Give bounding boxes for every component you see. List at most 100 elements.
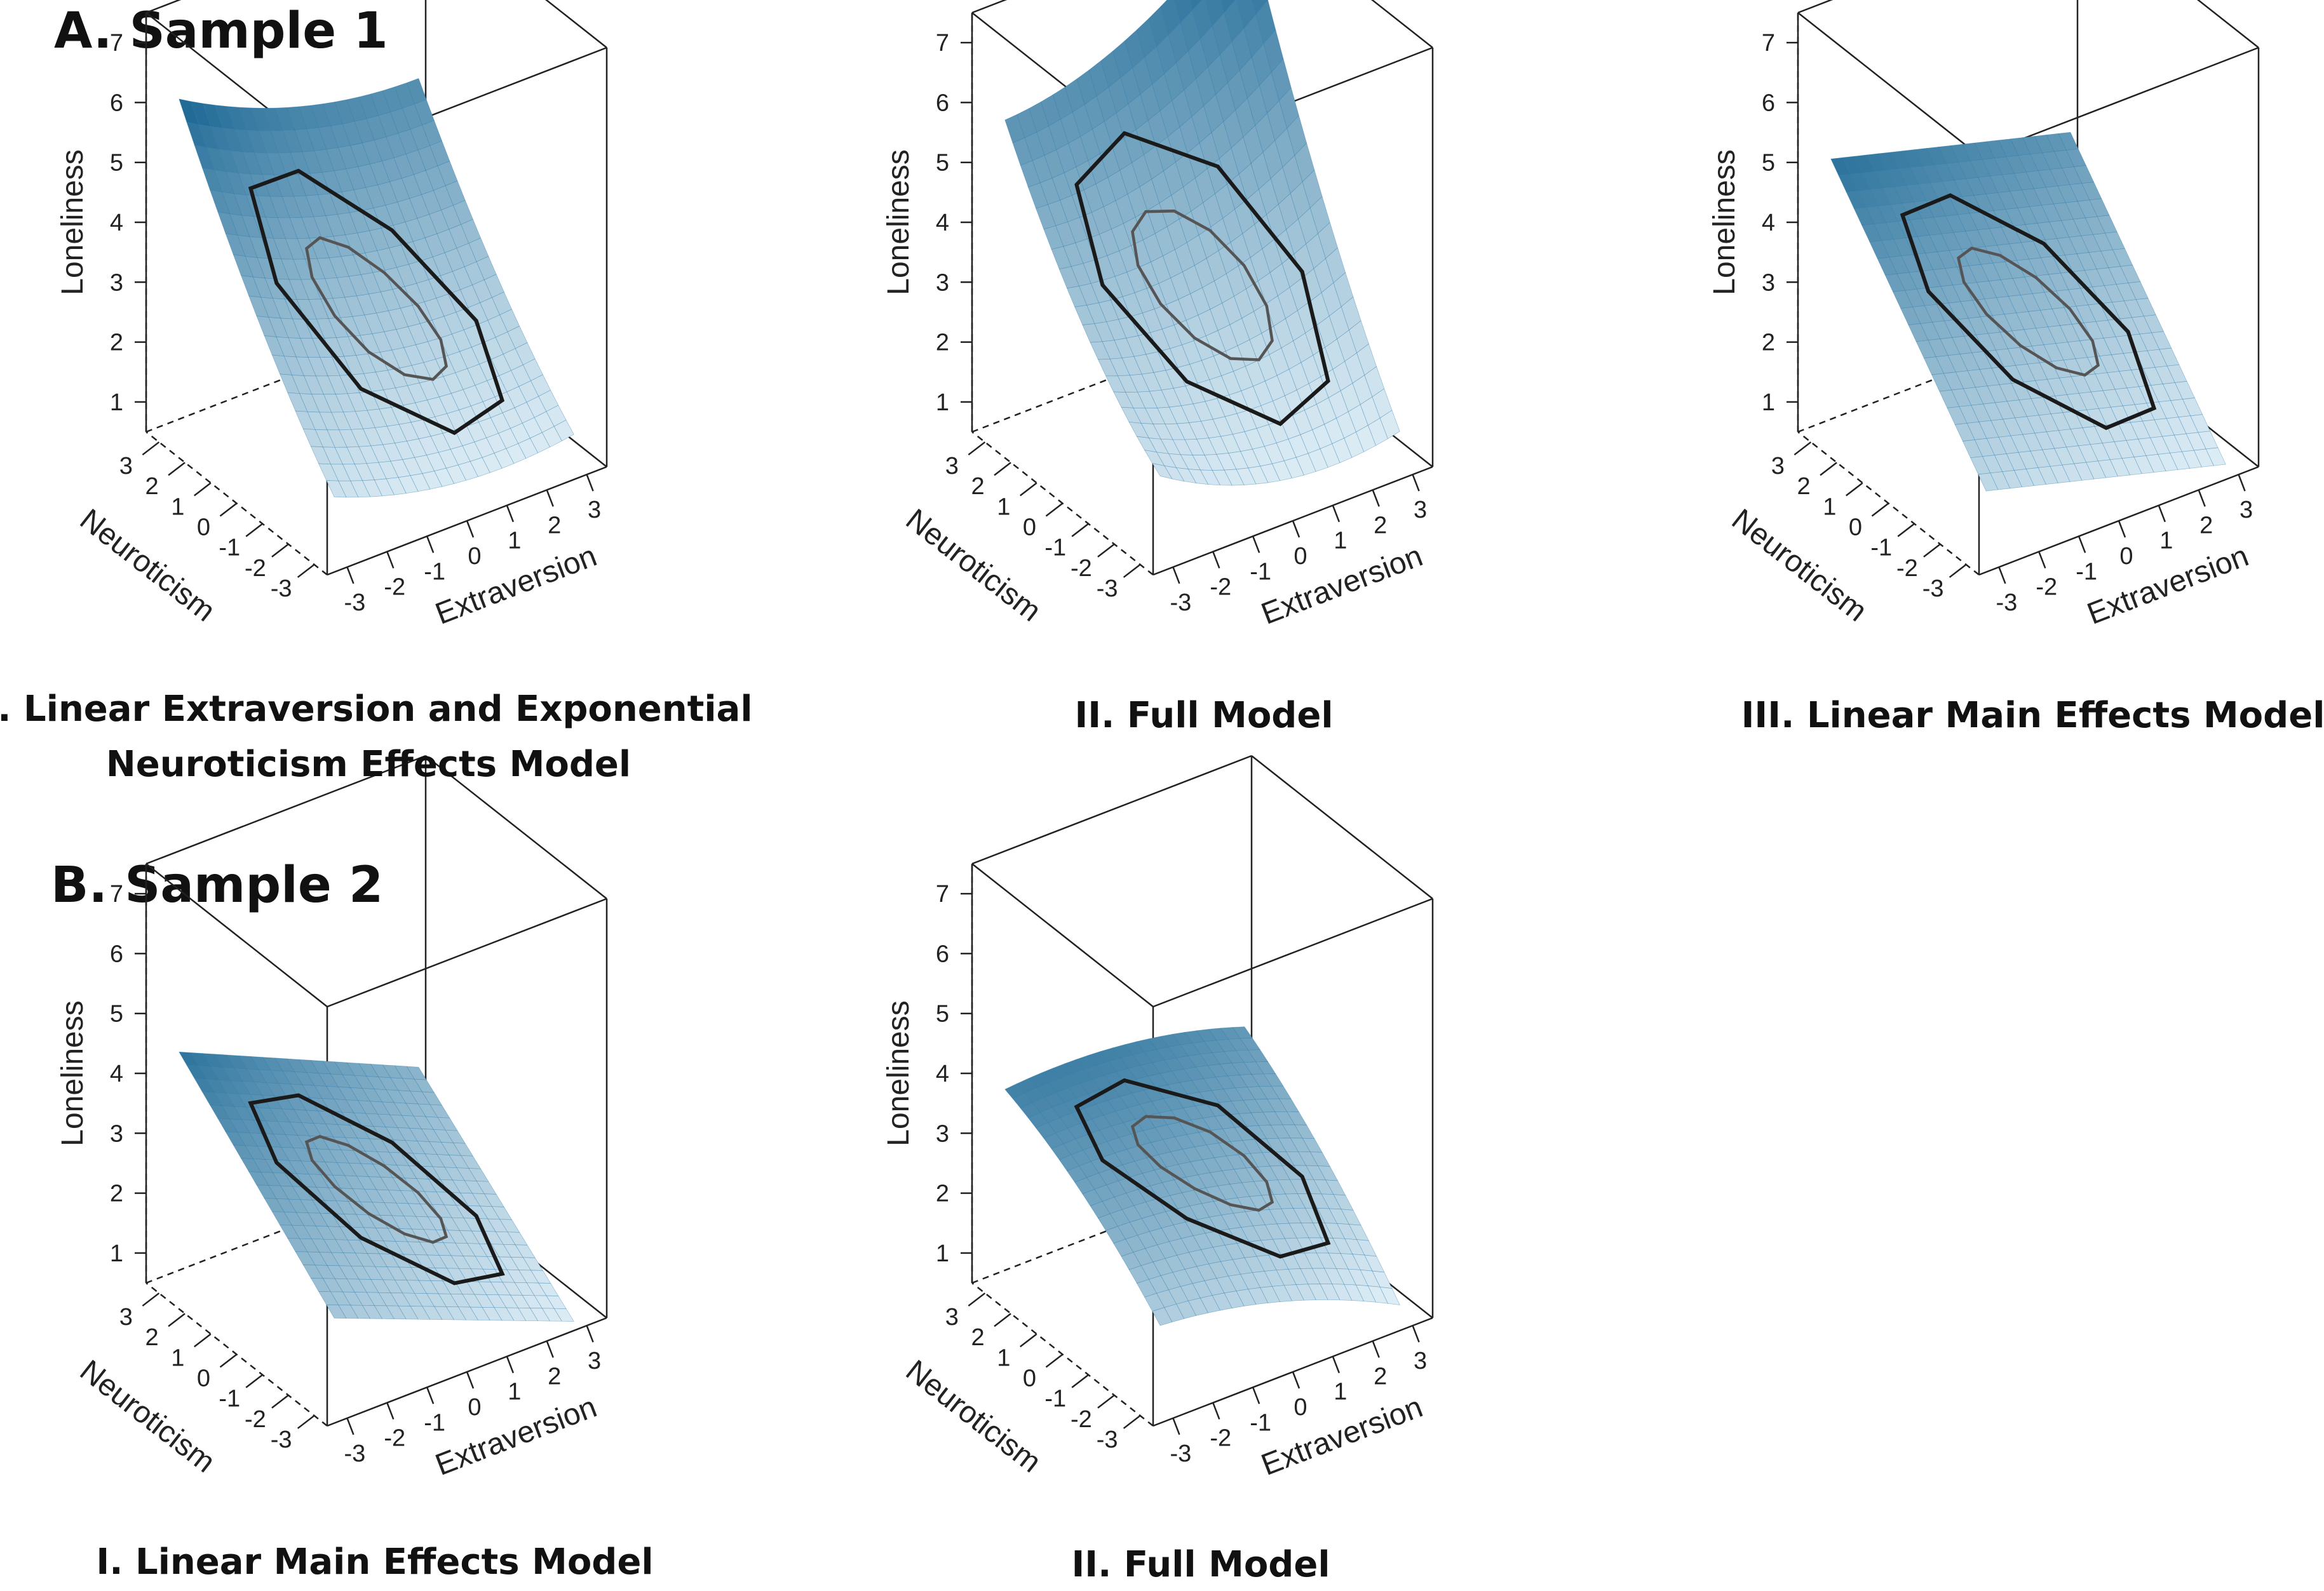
x-tick-label: 3 — [588, 497, 601, 523]
surface-cell — [179, 1051, 199, 1066]
surface-mesh — [1830, 131, 2226, 492]
z-tick-label: 1 — [936, 389, 949, 416]
surface-cell — [191, 101, 212, 127]
surface-cell — [285, 174, 306, 197]
z-tick-label: 2 — [110, 1181, 123, 1207]
surface-cell — [1198, 309, 1219, 337]
box-edge — [2196, 0, 2259, 48]
surface-cell — [305, 1110, 327, 1125]
z-tick-label: 2 — [936, 1181, 949, 1207]
x-tick — [586, 474, 594, 492]
z-axis-label: Loneliness — [1708, 149, 1741, 295]
surface-cell — [202, 1053, 224, 1068]
surface-cell — [334, 446, 355, 465]
surface-cell — [375, 370, 396, 391]
surface-cell — [307, 411, 328, 431]
z-tick-label: 2 — [936, 330, 949, 356]
surface-cell — [470, 457, 490, 477]
surface-cell — [233, 193, 254, 217]
surface-cell — [2001, 173, 2022, 192]
surface-cell — [1059, 1112, 1080, 1129]
x-tick — [1412, 474, 1420, 492]
surface-cell — [386, 477, 407, 495]
y-tick — [1820, 462, 1837, 476]
surface-cell — [314, 149, 335, 173]
y-tick-label: 3 — [1771, 453, 1785, 480]
surface-cell — [1209, 1214, 1230, 1232]
surface-cell — [1933, 215, 1954, 234]
surface-cell — [445, 180, 466, 206]
z-tick-label: 5 — [110, 1001, 123, 1028]
surface-cell — [443, 1242, 464, 1256]
surface-cell — [1300, 1223, 1321, 1239]
surface-cell — [1097, 358, 1118, 377]
surface-cell — [1320, 1284, 1341, 1301]
surface-cell — [388, 1190, 409, 1204]
x-tick-label: 0 — [468, 1394, 481, 1421]
surface-cell — [271, 1211, 293, 1226]
box-edge — [145, 863, 328, 1007]
surface-cell — [1873, 222, 1895, 241]
surface-cell — [1012, 137, 1033, 166]
x-tick-label: 0 — [2119, 543, 2133, 570]
surface-cell — [1036, 204, 1057, 230]
surface-cell — [377, 181, 398, 206]
x-tick-label: 1 — [508, 528, 521, 554]
y-tick-label: 1 — [1823, 493, 1836, 520]
y-tick-label: 1 — [171, 493, 184, 520]
surface-cell — [1189, 0, 1202, 11]
inner-hull — [305, 236, 448, 381]
x-tick — [1332, 505, 1341, 523]
surface-cell — [253, 1082, 275, 1096]
y-tick — [1897, 523, 1915, 537]
outer-hull — [248, 1093, 505, 1286]
box-edge — [1797, 0, 1834, 14]
y-tick — [1045, 502, 1064, 517]
surface-cell — [553, 419, 574, 441]
surface-cell — [269, 1108, 290, 1123]
surface-cell — [250, 1056, 271, 1071]
surface-cell — [256, 1185, 277, 1199]
surface-cell — [277, 1121, 298, 1136]
surface-cell — [1924, 252, 1946, 271]
surface-cell — [1290, 181, 1311, 220]
z-tick-label: 5 — [1762, 150, 1775, 177]
surface-cell — [230, 1080, 251, 1095]
surface-cell — [274, 1057, 295, 1072]
x-tick — [1332, 1356, 1341, 1374]
x-tick-label: 2 — [2199, 512, 2213, 539]
y-tick-label: -3 — [1922, 575, 1944, 602]
z-tick-label: 1 — [936, 1240, 949, 1267]
surface-cell — [1074, 305, 1095, 325]
surface-cell — [291, 1225, 313, 1240]
surface-cell — [1379, 1286, 1400, 1306]
y-tick — [219, 502, 238, 517]
surface-cell — [250, 107, 271, 131]
y-tick — [168, 1313, 186, 1327]
surface-cell — [326, 480, 347, 498]
surface-cell — [262, 107, 283, 131]
z-tick-label: 2 — [110, 330, 123, 356]
y-tick-label: -2 — [1896, 555, 1918, 582]
x-tick — [506, 1356, 515, 1374]
surface-cell — [470, 1306, 490, 1321]
surface-cell — [1094, 321, 1115, 342]
surface-cell — [1171, 186, 1192, 220]
surface-mesh — [1004, 0, 1400, 486]
y-tick — [297, 563, 315, 578]
surface-cell — [291, 375, 313, 394]
box-edge — [544, 0, 607, 48]
surface-cell — [256, 316, 277, 337]
surface-cell — [307, 1212, 328, 1227]
surface-cell — [268, 1185, 289, 1200]
z-tick-label: 6 — [936, 941, 949, 967]
x-tick — [346, 567, 355, 584]
z-tick-label: 6 — [110, 90, 123, 116]
surface-cell — [1212, 469, 1233, 486]
x-tick — [1252, 1386, 1260, 1404]
panel-title-a1-line1: I. Linear Extraversion and Exponential — [0, 688, 753, 730]
z-tick-label: 7 — [110, 30, 123, 57]
surface-cell — [282, 130, 303, 153]
z-axis-label: Loneliness — [882, 149, 915, 295]
